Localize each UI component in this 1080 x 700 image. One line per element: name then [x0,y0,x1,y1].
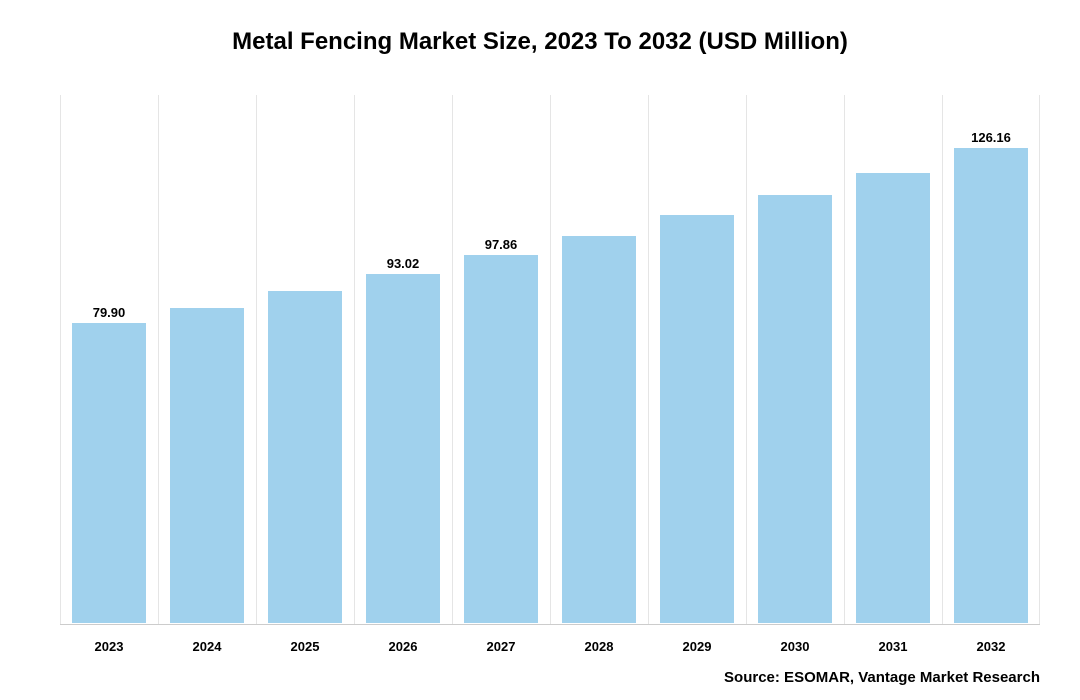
bar-slot [550,95,648,624]
x-axis-tick: 2027 [452,639,550,654]
x-axis-tick: 2029 [648,639,746,654]
chart-title: Metal Fencing Market Size, 2023 To 2032 … [0,0,1080,66]
bar [561,235,637,624]
plot-area: 79.90 93.02 97.86 126.16 [60,95,1040,625]
gridline [942,95,943,624]
gridline [158,95,159,624]
bar [169,307,245,624]
bar-slot [648,95,746,624]
bar-slot: 97.86 [452,95,550,624]
bar-value-label: 93.02 [387,256,420,271]
bar-slot: 93.02 [354,95,452,624]
bar: 97.86 [463,254,539,624]
source-text: Source: ESOMAR, Vantage Market Research [724,669,1040,686]
bar-slot [256,95,354,624]
gridline [1039,95,1040,624]
gridline [550,95,551,624]
x-axis-tick: 2030 [746,639,844,654]
gridline [256,95,257,624]
chart-container: Metal Fencing Market Size, 2023 To 2032 … [0,0,1080,700]
x-axis-tick: 2032 [942,639,1040,654]
bar-slot: 79.90 [60,95,158,624]
bar-value-label: 79.90 [93,305,126,320]
x-axis-tick: 2026 [354,639,452,654]
x-axis-tick: 2028 [550,639,648,654]
gridline [648,95,649,624]
x-axis-tick: 2025 [256,639,354,654]
gridline [844,95,845,624]
bar-value-label: 126.16 [971,130,1011,145]
bar [659,214,735,624]
gridline [354,95,355,624]
gridline [746,95,747,624]
bar-slot: 126.16 [942,95,1040,624]
bars-region: 79.90 93.02 97.86 126.16 [60,95,1040,625]
bar: 126.16 [953,147,1029,624]
bar: 93.02 [365,273,441,624]
bar-slot [158,95,256,624]
x-axis-tick: 2024 [158,639,256,654]
bar [267,290,343,624]
bar-slot [746,95,844,624]
x-axis-tick: 2031 [844,639,942,654]
bar: 79.90 [71,322,147,624]
bar-value-label: 97.86 [485,237,518,252]
gridline [60,95,61,624]
bar [855,172,931,624]
bar [757,194,833,624]
bar-slot [844,95,942,624]
x-axis: 2023202420252026202720282029203020312032 [60,639,1040,654]
x-axis-tick: 2023 [60,639,158,654]
gridline [452,95,453,624]
